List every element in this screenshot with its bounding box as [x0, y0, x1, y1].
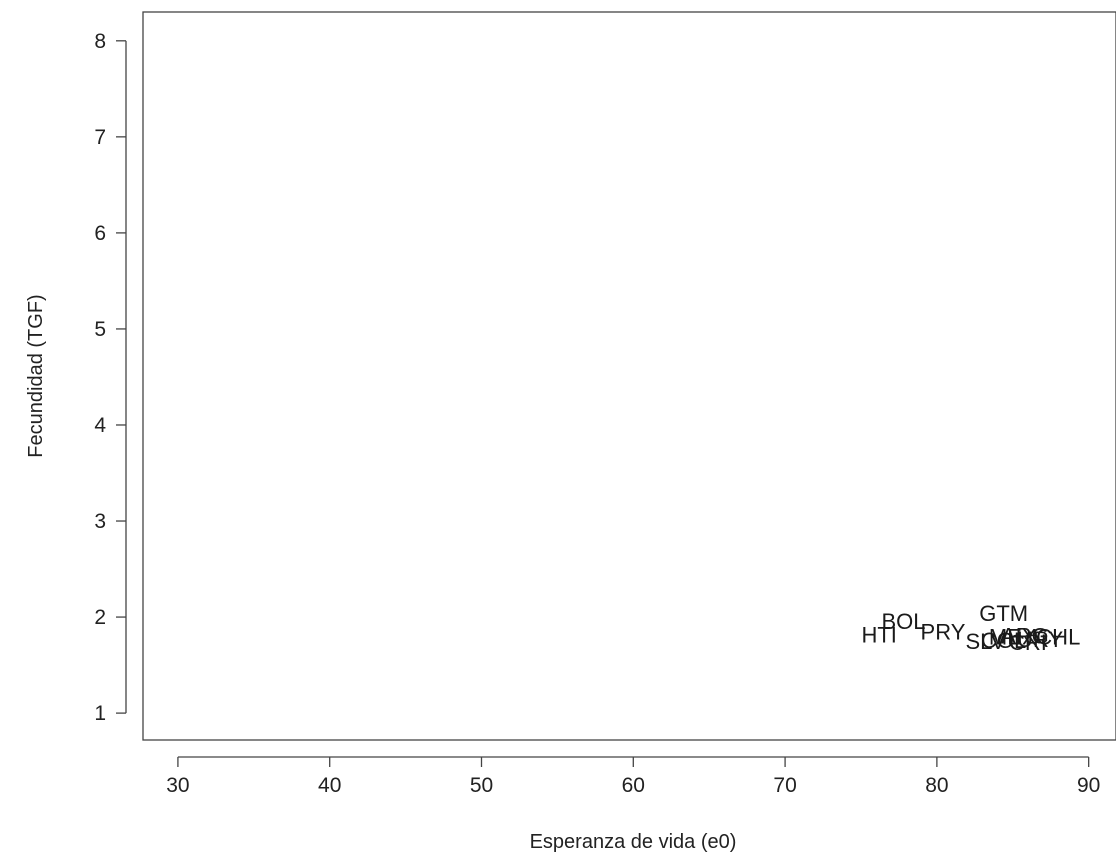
- y-tick-label: 4: [94, 414, 106, 437]
- point-label-cri: CRI: [1009, 630, 1047, 655]
- point-label-ury: URY: [1017, 627, 1063, 652]
- x-axis: 30 40 50 60 70 80 90: [166, 756, 1100, 797]
- x-tick-label: 50: [470, 774, 493, 797]
- y-axis-title: Fecundidad (TGF): [25, 294, 47, 457]
- x-tick-label: 90: [1077, 774, 1100, 797]
- x-tick-label: 70: [773, 774, 796, 797]
- point-label-mex: MEX: [989, 624, 1037, 649]
- point-label-hti: HTI: [861, 622, 896, 647]
- plot-frame: [142, 11, 1116, 741]
- x-tick-label: 80: [925, 774, 948, 797]
- y-axis: 1 2 3 4 5 6 7 8: [94, 30, 127, 725]
- point-label-bol: BOL: [881, 609, 925, 634]
- y-tick-label: 5: [94, 318, 106, 341]
- y-tick-label: 8: [94, 30, 106, 53]
- y-tick-label: 6: [94, 222, 106, 245]
- point-label-col: COL: [981, 628, 1026, 653]
- x-tick-label: 60: [622, 774, 645, 797]
- x-tick-label: 30: [166, 774, 189, 797]
- x-tick-label: 40: [318, 774, 341, 797]
- point-label-chl: CHL: [1036, 624, 1080, 649]
- y-tick-label: 1: [94, 702, 106, 725]
- x-axis-title: Esperanza de vida (e0): [530, 831, 737, 853]
- y-tick-label: 7: [94, 126, 106, 149]
- point-label-pry: PRY: [921, 619, 966, 644]
- point-label-arg: ARG: [1001, 623, 1049, 648]
- y-tick-label: 3: [94, 510, 106, 533]
- point-label-gtm: GTM: [979, 601, 1028, 626]
- point-label-slv: SLV: [965, 629, 1005, 654]
- y-tick-label: 2: [94, 606, 106, 629]
